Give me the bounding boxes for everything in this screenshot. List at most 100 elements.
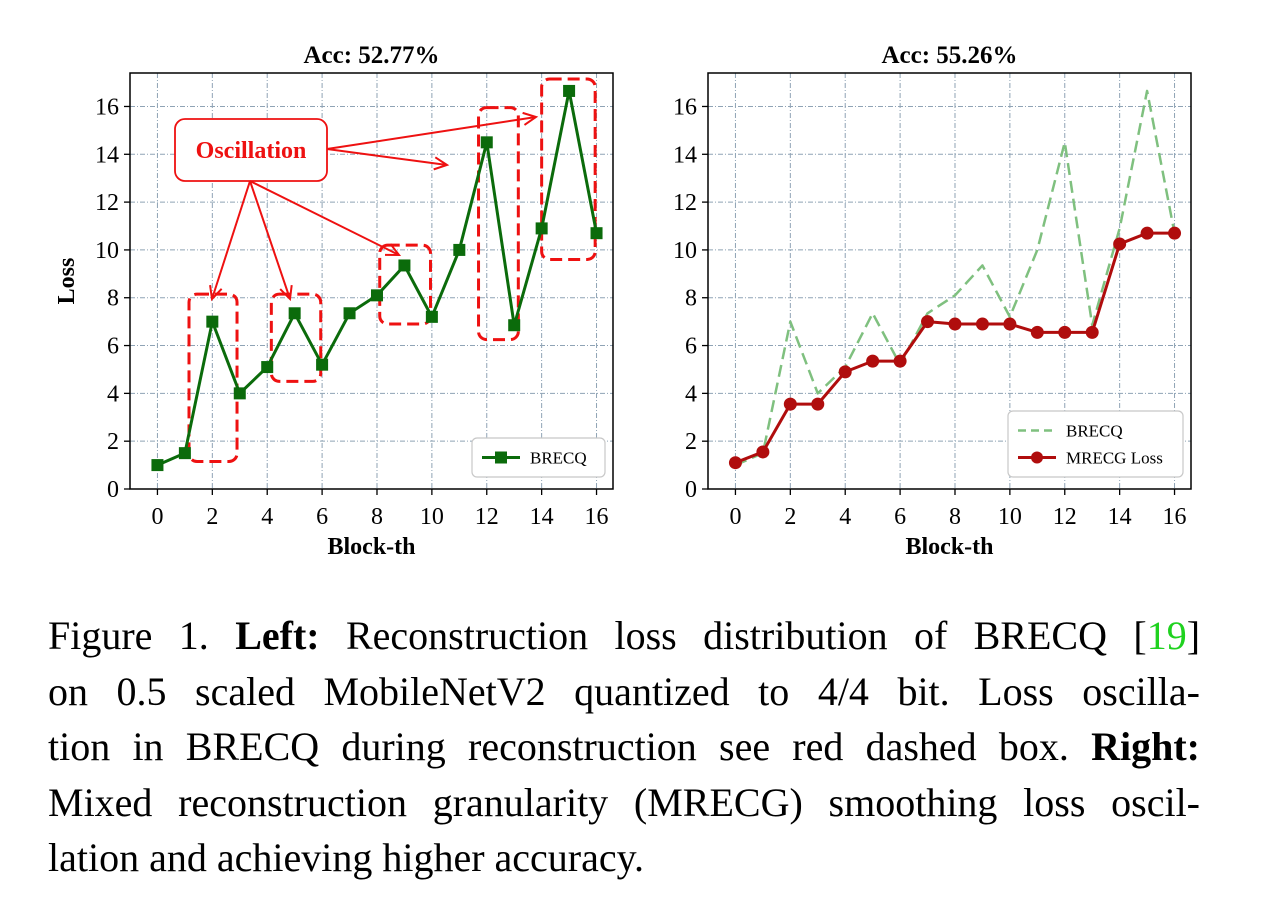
x-axis-label: Block-th <box>327 534 415 560</box>
figure-caption: Figure 1. Left: Reconstruction loss dist… <box>48 608 1200 886</box>
arrow-head <box>522 111 539 126</box>
y-tick-label: 12 <box>95 190 119 216</box>
x-tick-label: 10 <box>998 504 1022 530</box>
data-point <box>1058 325 1072 339</box>
x-axis-label: Block-th <box>905 534 993 560</box>
data-point <box>535 222 548 235</box>
data-point <box>288 307 301 320</box>
legend-box <box>1007 410 1184 478</box>
data-point <box>756 445 770 459</box>
data-point <box>261 361 274 374</box>
legend-label: BRECQ <box>1066 422 1123 441</box>
data-point <box>151 459 164 472</box>
series-line <box>734 89 1176 467</box>
x-tick-label: 12 <box>475 504 499 530</box>
chart-title: Acc: 52.77% <box>303 42 439 69</box>
data-point <box>1168 226 1182 240</box>
chart-1: 0 2 4 6 8 10 12 14 16 0 2 4 6 8 10 12 14 16 Acc: 52.77% Blo… <box>54 42 614 560</box>
y-tick-label: 14 <box>95 142 119 168</box>
x-tick-label: 6 <box>316 504 328 530</box>
data-point <box>453 243 466 256</box>
caption-left-text-b: ] <box>1186 613 1201 658</box>
y-tick-label: 6 <box>685 334 697 360</box>
y-tick-label: 8 <box>107 286 119 312</box>
y-tick-label: 4 <box>685 381 697 407</box>
y-tick-label: 0 <box>107 477 119 503</box>
x-tick-label: 14 <box>530 504 554 530</box>
data-point <box>1085 325 1099 339</box>
arrow-head <box>209 284 223 302</box>
data-point <box>178 447 191 460</box>
data-point <box>975 317 989 331</box>
arrow-head <box>279 284 293 302</box>
y-tick-label: 16 <box>95 94 119 120</box>
x-tick-label: 4 <box>839 504 851 530</box>
oscillation-arrow <box>211 180 251 300</box>
legend-marker <box>1031 451 1043 464</box>
y-tick-label: 10 <box>95 238 119 264</box>
data-point <box>1030 325 1044 339</box>
oscillation-arrow <box>326 148 448 166</box>
oscillation-arrow <box>249 180 291 300</box>
figure: 0 2 4 6 8 10 12 14 16 0 2 4 6 8 10 12 14 16 Acc: 52.77% Blo… <box>54 42 1192 560</box>
caption-right-label: Right: <box>1091 724 1200 769</box>
y-tick-label: 6 <box>107 334 119 360</box>
data-point <box>480 136 493 149</box>
chart-title: Acc: 55.26% <box>881 42 1017 69</box>
oscillation-arrow <box>326 116 537 150</box>
data-point <box>1140 226 1154 240</box>
x-tick-label: 2 <box>206 504 218 530</box>
oscillation-box <box>477 106 520 342</box>
legend-box <box>471 437 606 478</box>
x-tick-label: 12 <box>1053 504 1077 530</box>
data-point <box>425 310 438 323</box>
y-tick-label: 4 <box>107 381 119 407</box>
data-point <box>783 397 797 411</box>
legend-marker <box>495 451 507 464</box>
data-point <box>343 307 356 320</box>
data-point <box>316 358 329 371</box>
y-tick-label: 10 <box>673 238 697 264</box>
legend-label: BRECQ <box>530 449 587 468</box>
plot-frame <box>707 72 1192 490</box>
data-point <box>811 397 825 411</box>
caption-line-1: Figure 1. Left: Reconstruction loss dist… <box>48 608 1200 664</box>
legend: BRECQ MRECG Loss <box>1007 410 1184 478</box>
x-tick-label: 4 <box>261 504 273 530</box>
data-point <box>948 317 962 331</box>
x-tick-label: 0 <box>151 504 163 530</box>
y-tick-label: 12 <box>673 190 697 216</box>
data-point <box>508 319 521 332</box>
data-point <box>590 227 603 240</box>
data-point <box>233 387 246 400</box>
plot-frame <box>129 72 614 490</box>
caption-left-label: Left: <box>235 613 320 658</box>
x-tick-label: 6 <box>894 504 906 530</box>
x-tick-label: 8 <box>371 504 383 530</box>
caption-line-4: Mixed reconstruction granularity (MRECG)… <box>48 779 1200 825</box>
arrow-head <box>384 243 402 257</box>
y-tick-label: 16 <box>673 94 697 120</box>
y-tick-label: 2 <box>685 429 697 455</box>
oscillation-label: Oscillation <box>196 138 307 164</box>
x-tick-label: 2 <box>784 504 796 530</box>
figure-label: Figure 1. <box>48 613 209 658</box>
data-point <box>370 289 383 302</box>
y-tick-label: 0 <box>685 477 697 503</box>
y-tick-label: 2 <box>107 429 119 455</box>
data-point <box>206 315 219 328</box>
data-point <box>921 315 935 329</box>
data-point <box>1003 317 1017 331</box>
chart-2: 0 2 4 6 8 10 12 14 16 0 2 4 6 8 10 12 14 16 Acc: 55.26% Blo… <box>673 42 1192 560</box>
data-point <box>838 365 852 379</box>
legend-label: MRECG Loss <box>1066 449 1163 468</box>
x-tick-label: 8 <box>949 504 961 530</box>
data-point <box>1113 237 1127 251</box>
oscillation-box <box>269 292 323 383</box>
citation-link[interactable]: 19 <box>1146 613 1187 658</box>
y-tick-label: 14 <box>673 142 697 168</box>
caption-left-text-a: Reconstruction loss distribution of BREC… <box>345 613 1147 658</box>
oscillation-arrow <box>249 180 400 256</box>
x-tick-label: 14 <box>1108 504 1132 530</box>
data-point <box>866 354 880 368</box>
